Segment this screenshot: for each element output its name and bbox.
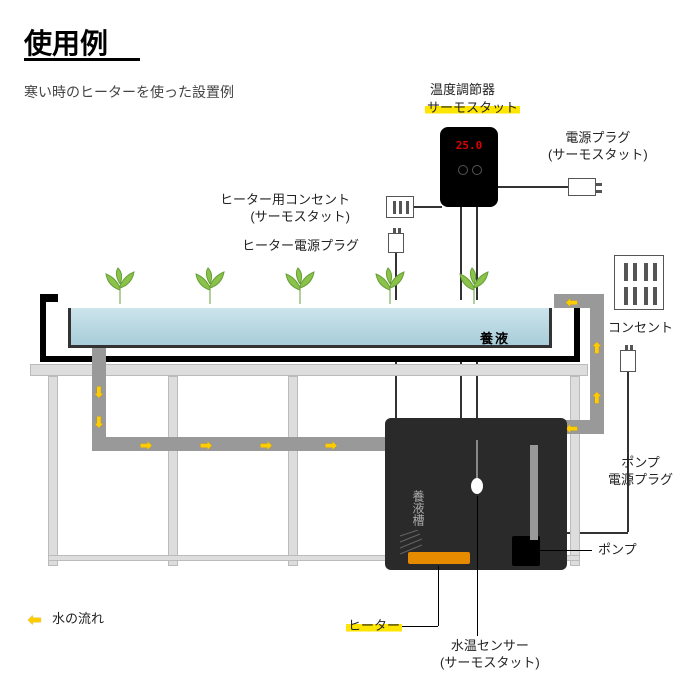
pipe-bottom-h	[92, 437, 388, 451]
page-subtitle: 寒い時のヒーターを使った設置例	[24, 82, 234, 102]
flow-legend-label: 水の流れ	[52, 611, 104, 628]
flow-legend-arrow: ⬅	[28, 610, 41, 630]
table-leg-5	[570, 376, 580, 566]
flow-arrow: ⬇	[93, 384, 105, 401]
flow-arrow: ⬅	[566, 294, 578, 311]
pump-body	[512, 536, 540, 566]
outlet-slot	[399, 201, 402, 214]
table-leg-3	[288, 376, 298, 566]
heater-text: ヒーター	[346, 618, 402, 633]
sensor-wire	[476, 440, 478, 480]
plug-prong	[595, 190, 602, 193]
sensor-text-2: (サーモスタット)	[440, 655, 540, 670]
page-title: 使用例	[24, 22, 108, 62]
flow-arrow: ⬅	[566, 420, 578, 437]
outlet-slot	[644, 287, 648, 305]
heater-outlet-wire	[414, 206, 442, 208]
plug-prong	[595, 183, 602, 186]
flow-arrow: ⬆	[591, 340, 603, 357]
outlet-slot	[406, 201, 409, 214]
thermostat-button-2	[472, 165, 482, 175]
outlet-slot	[633, 287, 637, 305]
lead-line	[438, 566, 439, 626]
table-top	[30, 364, 588, 376]
plug-prong	[393, 228, 396, 234]
outlet-slot	[644, 263, 648, 281]
outlet-slot	[393, 201, 396, 214]
thermostat-text-2: サーモスタット	[425, 100, 520, 115]
plug-prong	[625, 345, 628, 351]
thermostat-label: サーモスタット	[425, 100, 520, 117]
flow-arrow: ➡	[140, 437, 152, 454]
outlet-slot	[653, 263, 657, 281]
plug-prong	[398, 228, 401, 234]
flow-arrow: ➡	[325, 437, 337, 454]
sensor-text-1: 水温センサー	[451, 638, 529, 653]
power-plug-text-2: (サーモスタット)	[548, 147, 648, 162]
thermostat-power-wire	[498, 186, 568, 188]
pipe-return-h2	[554, 294, 604, 308]
flow-arrow: ⬇	[93, 414, 105, 431]
tray-lip-left	[40, 294, 58, 302]
power-plug-label: 電源プラグ (サーモスタット)	[548, 130, 648, 164]
plant-4	[368, 264, 412, 308]
flow-arrow: ➡	[260, 437, 272, 454]
outlet-slot	[624, 263, 628, 281]
thermostat-display: 25.0	[440, 139, 498, 152]
heater-plug-box	[388, 233, 404, 253]
plant-2	[188, 264, 232, 308]
heater-element	[408, 552, 470, 564]
heater-label: ヒーター	[346, 618, 402, 635]
sensor-label: 水温センサー (サーモスタット)	[440, 638, 540, 672]
thermostat-device: 25.0	[440, 127, 498, 207]
flow-arrow: ⬆	[591, 390, 603, 407]
pump-plug-box	[620, 350, 636, 372]
plant-3	[278, 264, 322, 308]
thermostat-button-1	[458, 165, 468, 175]
outlet-slot	[633, 263, 637, 281]
plant-1	[98, 264, 142, 308]
thermostat-text-1: 温度調節器	[430, 82, 495, 97]
pump-plug-label: ポンプ電源プラグ	[608, 455, 673, 489]
plug-prong	[630, 345, 633, 351]
heater-outlet-box	[386, 196, 414, 218]
pump-plug-text-1: ポンプ	[621, 455, 660, 470]
temp-sensor	[471, 478, 483, 494]
pump-label: ポンプ	[598, 542, 637, 559]
power-plug-box	[568, 178, 596, 196]
power-plug-text-1: 電源プラグ	[565, 130, 630, 145]
heater-outlet-label: ヒーター用コンセント (サーモスタット)	[220, 192, 350, 226]
pipe-return-v2	[590, 294, 604, 434]
heater-outlet-text-2: (サーモスタット)	[250, 209, 350, 224]
heater-outlet-text-1: ヒーター用コンセント	[220, 192, 350, 207]
thermostat-label-top: 温度調節器	[430, 82, 495, 99]
pump-pipe	[530, 445, 538, 540]
pump-plug-text-2: 電源プラグ	[608, 472, 673, 487]
pump-plug-wire-v	[627, 372, 629, 532]
nutrient-label: 養液	[480, 328, 510, 347]
table-leg-1	[48, 376, 58, 566]
tank-label: 養液槽	[410, 490, 427, 526]
outlet-slot	[624, 287, 628, 305]
outlet-slot	[653, 287, 657, 305]
heater-plug-label: ヒーター電源プラグ	[242, 238, 359, 255]
title-underline	[24, 58, 140, 61]
table-leg-2	[168, 376, 178, 566]
main-outlet-box	[614, 255, 664, 310]
lead-line	[398, 626, 438, 627]
flow-arrow: ➡	[200, 437, 212, 454]
plant-5	[452, 264, 496, 308]
lead-line	[540, 550, 592, 551]
lead-line	[477, 496, 478, 636]
outlet-label: コンセント	[608, 320, 673, 337]
